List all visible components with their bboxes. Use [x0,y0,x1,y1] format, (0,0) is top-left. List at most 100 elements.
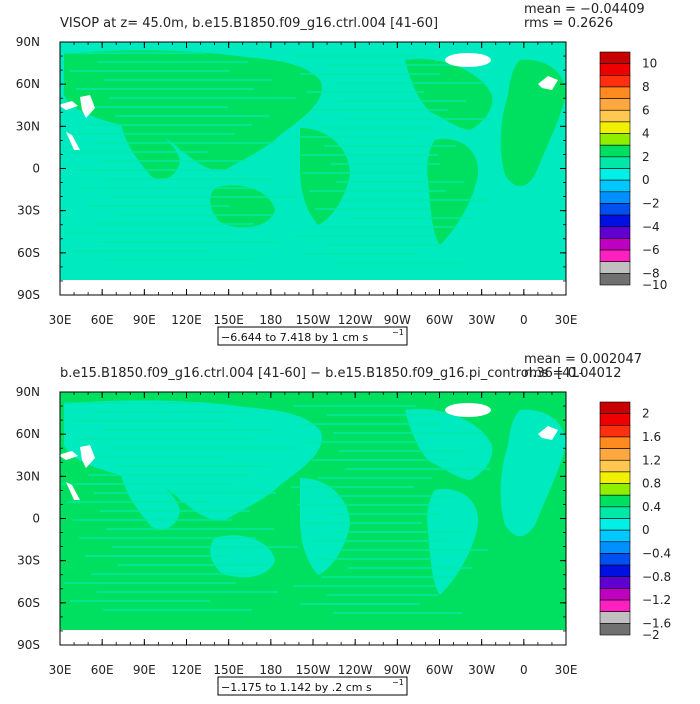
field-streak [342,199,488,201]
colorbar-swatch [599,576,631,589]
x-tick-label: 30W [468,313,495,327]
x-tick-label: 60W [426,663,453,677]
field-streak [85,205,230,207]
y-tick-label: 30S [17,204,40,218]
landmass-region [500,59,566,187]
range-label: −6.644 to 7.418 by 1 cm s [221,331,368,344]
greenland-mask [445,403,491,417]
field-streak [115,115,270,117]
map-chart-svg: b.e15.B1850.f09_g16.ctrl.004 [41-60] − b… [16,352,671,696]
y-tick-label: 90N [16,385,40,399]
field-streak [318,127,432,129]
x-tick-label: 30E [555,313,578,327]
field-streak [73,169,232,171]
field-streak [112,196,298,198]
y-tick-label: 90S [17,288,40,302]
colorbar-swatch [599,483,631,496]
field-streak [348,217,472,219]
field-streak [333,262,462,264]
landmass-region [500,409,566,537]
colorbar-swatch [599,448,631,461]
field-streak [64,402,206,404]
colorbar-swatch [599,518,631,531]
field-streak [94,142,276,144]
y-tick-label: 60S [17,596,40,610]
x-tick-label: 0 [520,313,528,327]
field-streak [85,555,230,557]
map-chart-svg: VISOP at z= 45.0m, b.e15.B1850.f09_g16.c… [16,2,667,346]
x-tick-label: 120E [171,663,202,677]
field-streak [312,459,448,461]
field-streak [300,73,440,75]
field-streak [64,582,236,584]
field-streak [321,576,454,578]
field-streak [70,70,230,72]
field-streak [339,450,466,452]
field-streak [291,136,414,138]
colorbar-label: −10 [642,278,667,292]
southern-band [60,265,566,280]
x-tick-label: 30E [555,663,578,677]
colorbar-label: 4 [642,127,650,141]
colorbar-swatch [599,553,631,566]
field-streak [300,253,420,255]
field-streak [333,612,462,614]
x-tick-label: 150E [213,313,244,327]
chart-title: VISOP at z= 45.0m, b.e15.B1850.f09_g16.c… [60,16,438,31]
colorbar-swatch [599,261,631,274]
field-streak [67,151,208,153]
colorbar-swatch [599,51,631,64]
field-streak [336,531,464,533]
x-tick-label: 90W [384,313,411,327]
field-streak [103,429,272,431]
field-streak [97,591,278,593]
field-streak [82,106,228,108]
y-tick-label: 30N [16,469,40,483]
x-tick-label: 30E [49,663,72,677]
field-streak [294,405,416,407]
rms-stat: rms = 0.04012 [524,366,621,381]
x-tick-label: 30E [49,313,72,327]
field-streak [345,118,490,120]
top-panel: VISOP at z= 45.0m, b.e15.B1850.f09_g16.c… [0,0,700,350]
baltic-mask [538,426,558,440]
colorbar-label: 1.2 [642,453,661,467]
field-streak [100,160,250,162]
x-tick-label: 150W [296,313,331,327]
colorbar-label: −8 [642,266,660,280]
colorbar-label: 0 [642,173,650,187]
landmass-region [300,128,350,225]
field-streak [70,250,210,252]
mean-stat: mean = −0.04409 [524,2,645,17]
field-streak [327,414,458,416]
canada-mask [80,445,95,468]
x-tick-label: 150E [213,663,244,677]
field-streak [67,501,208,503]
field-streak [297,154,438,156]
colorbar-label: 0.8 [642,477,661,491]
field-streak [115,465,270,467]
field-streak [82,456,228,458]
field-streak [327,244,438,246]
field-streak [64,232,236,234]
field-streak [315,558,430,560]
field-streak [88,474,252,476]
field-streak [109,447,296,449]
colorbar-swatch [599,623,631,636]
field-streak [118,214,272,216]
colorbar-swatch [599,413,631,426]
y-tick-label: 30N [16,119,40,133]
x-tick-label: 120E [171,313,202,327]
field-streak [61,133,234,135]
colorbar-swatch [599,273,631,286]
y-tick-label: 30S [17,554,40,568]
canada-mask [58,451,78,460]
x-tick-label: 60W [426,313,453,327]
colorbar-swatch [599,425,631,438]
colorbar-swatch [599,529,631,543]
colorbar-swatch [599,564,631,578]
map-field [60,392,566,630]
field-streak [76,88,254,90]
field-streak [73,519,232,521]
field-streak [303,522,422,524]
